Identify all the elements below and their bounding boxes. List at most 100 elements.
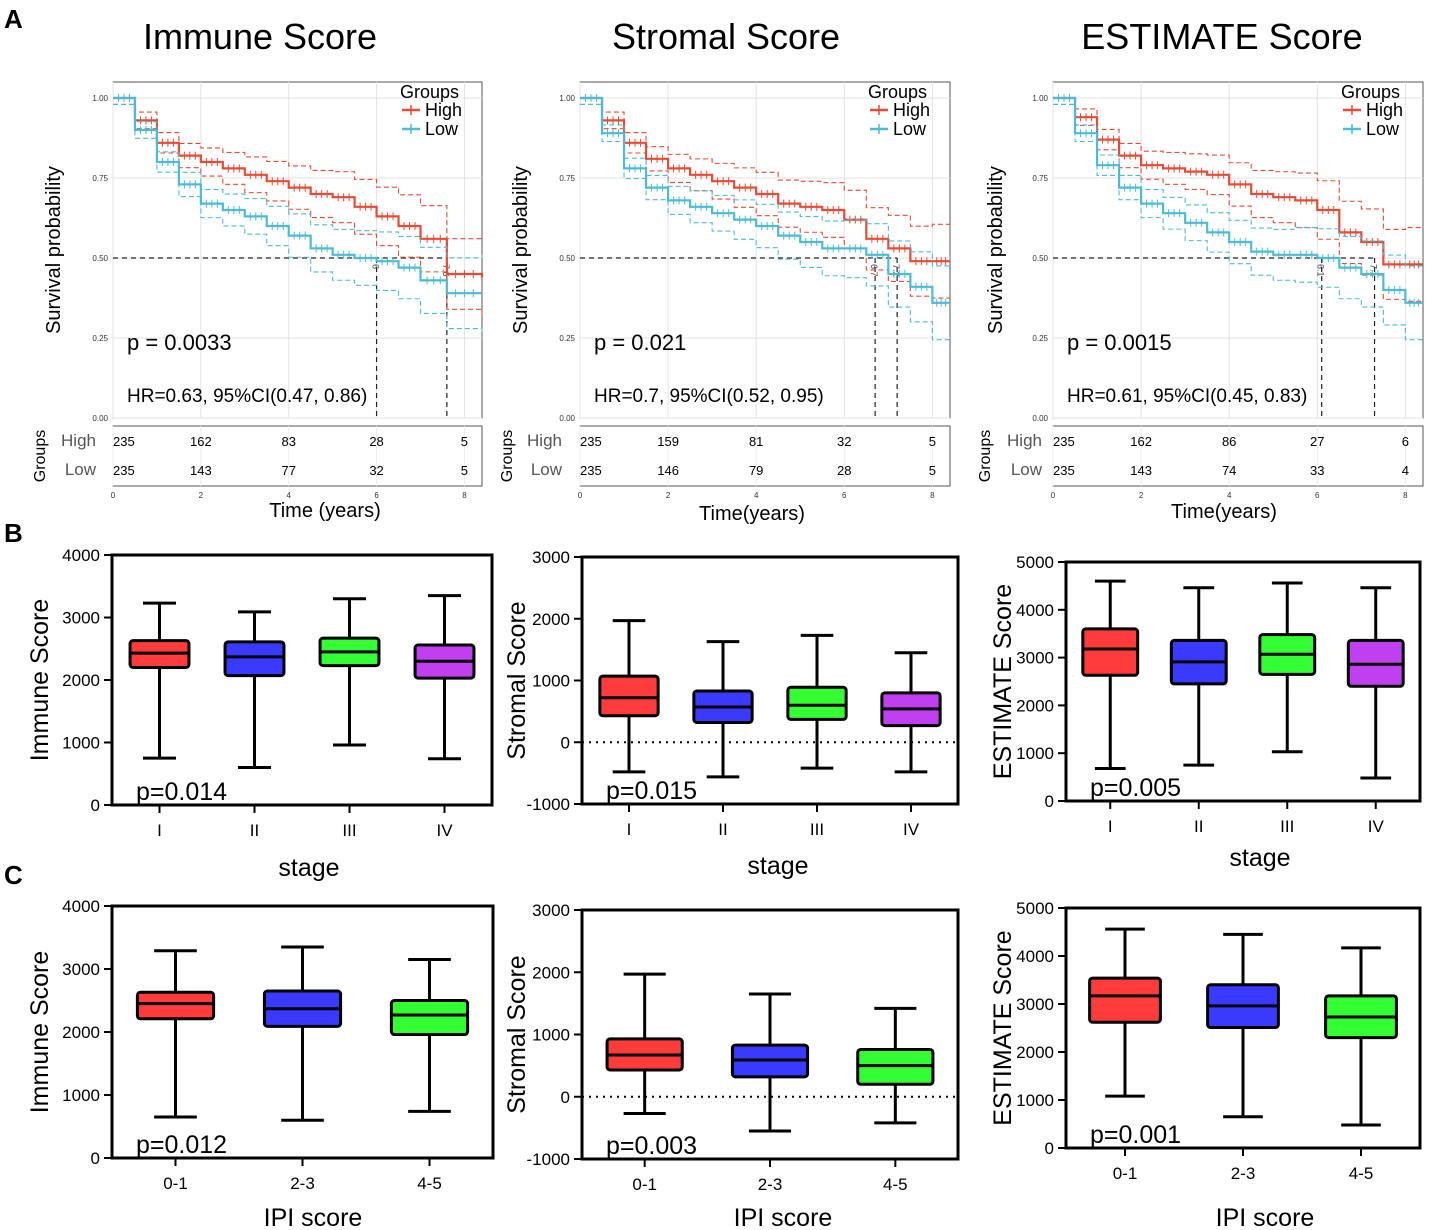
p-value: p = 0.0033 [127,330,232,355]
risk-count: 6 [1402,434,1409,449]
x-tick-label: 2 [666,491,671,500]
box-II [223,640,286,678]
risk-count: 146 [657,463,679,478]
risk-count: 5 [929,463,936,478]
risk-count: 81 [749,434,763,449]
x-tick-label: IV [903,820,920,839]
risk-count: 235 [580,434,602,449]
x-tick-label: II [1194,817,1203,836]
y-tick-label: -1000 [527,1150,570,1169]
risk-count: 74 [1222,463,1236,478]
risk-row-label: Low [1011,460,1043,479]
risk-count: 77 [281,463,295,478]
panel-label-c: C [4,860,23,890]
x-tick-label: 6 [374,491,379,500]
risk-count: 235 [580,463,602,478]
y-tick-label: 0 [1045,1139,1054,1158]
y-tick-label: 1.00 [559,94,575,103]
x-tick-label: III [342,821,356,840]
x-tick-label: 2-3 [1231,1164,1256,1183]
y-axis-label: Survival probability [985,166,1007,334]
risk-count: 5 [461,434,468,449]
y-axis-label: Survival probability [43,166,65,334]
y-tick-label: 4000 [1016,947,1054,966]
x-tick-label: I [1108,817,1113,836]
risk-row-label: High [1007,431,1042,450]
y-tick-label: 3000 [532,548,570,567]
risk-count: 162 [190,434,212,449]
y-tick-label: 1000 [62,1086,100,1105]
x-tick-label: 0-1 [163,1174,188,1193]
hazard-ratio: HR=0.61, 95%CI(0.45, 0.83) [1067,386,1307,407]
x-axis-label: Time(years) [1171,501,1277,523]
survival-curve-high [113,96,484,278]
risk-count: 143 [1130,463,1152,478]
y-tick-label: 2000 [62,671,100,690]
risk-table-title: Groups [977,430,994,482]
x-tick-label: 0 [1051,491,1056,500]
p-value: p=0.012 [136,1131,227,1159]
y-tick-label: 0 [561,733,570,752]
km-immune: Immune Score 0.00 0.25 0.50 0.75 1.00 Survival… [32,16,484,522]
y-tick-label: 2000 [62,1023,100,1042]
km-estimate: ESTIMATE Score 0.00 0.25 0.50 0.75 1.00 Surviv… [977,16,1424,523]
y-tick-label: 0.00 [559,414,575,423]
x-tick-label: I [627,820,632,839]
risk-count: 33 [1310,463,1324,478]
legend-label-low: Low [893,119,927,139]
risk-count: 5 [461,463,468,478]
y-tick-label: 2000 [532,610,570,629]
legend-label-high: High [425,100,462,120]
y-tick-label: 0.25 [1032,334,1048,343]
x-tick-label: 0-1 [632,1175,657,1194]
y-tick-label: 3000 [62,960,100,979]
ci-upper-low [113,97,483,259]
x-tick-label: 8 [1403,491,1408,500]
y-tick-label: 3000 [1016,649,1054,668]
panel-label-b: B [4,518,23,548]
box-4-5 [389,999,470,1037]
risk-row-label: High [527,431,562,450]
risk-count: 235 [1053,463,1075,478]
risk-table-area [112,425,483,487]
risk-count: 28 [369,434,383,449]
y-tick-label: 0 [561,1088,570,1107]
ci-upper-high [580,97,951,227]
x-axis-label: IPI score [1216,1204,1315,1230]
risk-row-label: High [61,431,96,450]
y-tick-label: 4000 [62,897,100,916]
x-axis-label: Time (years) [269,500,380,522]
x-tick-label: 4-5 [417,1174,442,1193]
risk-count: 32 [837,434,851,449]
plot-area [1052,81,1424,419]
y-tick-label: 5000 [1016,553,1054,572]
chart-title: Stromal Score [612,16,840,57]
p-value: p=0.014 [136,778,227,806]
y-tick-label: 2000 [532,963,570,982]
p-value: p = 0.021 [594,330,686,355]
plot-frame [110,553,494,807]
y-tick-label: 0.25 [559,334,575,343]
x-tick-label: III [810,820,824,839]
x-tick-label: 2 [1139,491,1144,500]
x-axis-label: stage [1229,844,1290,872]
hazard-ratio: HR=0.7, 95%CI(0.52, 0.95) [594,386,824,407]
box-0-1 [135,990,216,1021]
y-tick-label: 0.25 [92,334,108,343]
legend-label-low: Low [1366,119,1400,139]
y-axis-label: Immune Score [26,599,54,762]
y-tick-label: 5000 [1016,899,1054,918]
y-tick-label: 4000 [62,546,100,565]
ci-lower-low [113,103,483,332]
median-high-label: 7.2 [891,264,901,277]
risk-table-title: Groups [499,430,516,482]
y-tick-label: 3000 [532,901,570,920]
survival-curve-high [580,96,950,263]
ci-upper-high [113,97,483,240]
risk-row-label: Low [531,460,563,479]
x-tick-label: 0 [578,491,583,500]
x-tick-label: 6 [1315,491,1320,500]
risk-count: 5 [929,434,936,449]
survival-curve-low [1053,96,1423,304]
